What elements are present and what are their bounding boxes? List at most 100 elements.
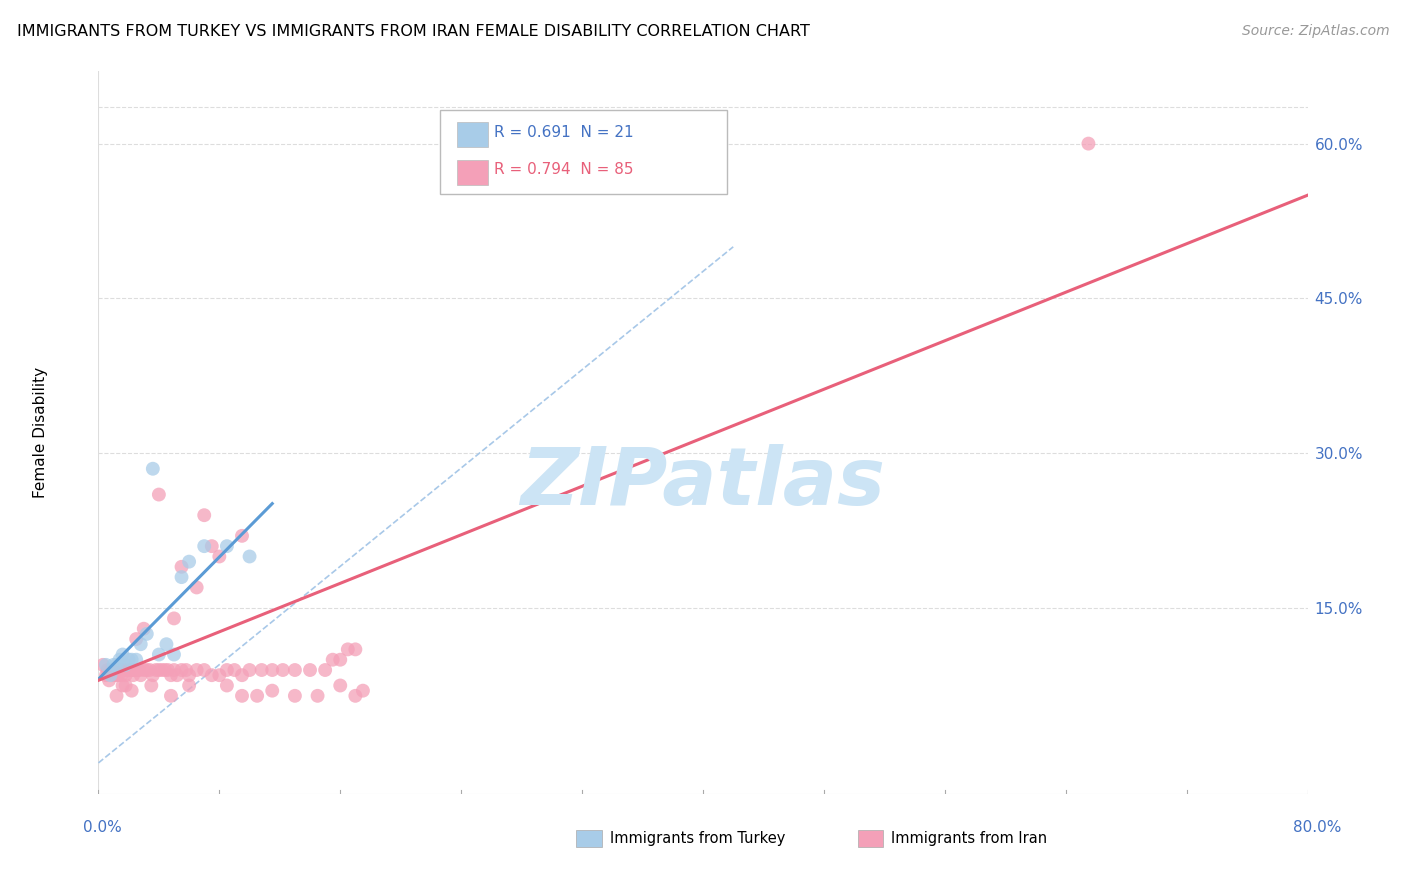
- Point: [186, 663, 208, 677]
- Point: [150, 663, 173, 677]
- Point: [166, 668, 188, 682]
- Text: R = 0.794  N = 85: R = 0.794 N = 85: [494, 162, 633, 177]
- Point: [141, 679, 163, 693]
- Point: [208, 668, 231, 682]
- Point: [344, 642, 367, 657]
- Point: [94, 657, 117, 672]
- Point: [104, 663, 127, 677]
- Point: [160, 668, 183, 682]
- Point: [103, 668, 125, 682]
- Point: [129, 637, 152, 651]
- Text: R = 0.691  N = 21: R = 0.691 N = 21: [494, 126, 633, 140]
- Text: IMMIGRANTS FROM TURKEY VS IMMIGRANTS FROM IRAN FEMALE DISABILITY CORRELATION CHA: IMMIGRANTS FROM TURKEY VS IMMIGRANTS FRO…: [17, 24, 810, 38]
- Point: [127, 663, 149, 677]
- Point: [101, 663, 124, 677]
- Point: [153, 663, 176, 677]
- Point: [148, 648, 170, 662]
- Point: [114, 668, 136, 682]
- Point: [231, 689, 253, 703]
- Point: [262, 663, 284, 677]
- Point: [160, 689, 183, 703]
- Point: [148, 487, 170, 501]
- Point: [122, 668, 145, 682]
- Point: [135, 627, 157, 641]
- Point: [148, 663, 170, 677]
- Point: [105, 668, 128, 682]
- Point: [125, 653, 148, 667]
- Point: [125, 663, 148, 677]
- Point: [193, 539, 215, 553]
- Point: [163, 648, 186, 662]
- Point: [100, 668, 122, 682]
- Point: [121, 653, 143, 667]
- Point: [108, 653, 131, 667]
- Point: [114, 679, 136, 693]
- Point: [201, 668, 224, 682]
- Point: [352, 683, 374, 698]
- Point: [125, 632, 148, 646]
- Point: [174, 663, 197, 677]
- Point: [108, 663, 131, 677]
- Point: [179, 555, 201, 569]
- Point: [215, 539, 238, 553]
- Point: [128, 663, 150, 677]
- Point: [163, 663, 186, 677]
- Point: [262, 683, 284, 698]
- Point: [105, 689, 128, 703]
- Point: [179, 668, 201, 682]
- Point: [156, 663, 179, 677]
- Point: [98, 673, 121, 688]
- Point: [307, 689, 329, 703]
- Point: [111, 679, 134, 693]
- Point: [215, 663, 238, 677]
- Point: [94, 668, 117, 682]
- Point: [129, 668, 152, 682]
- Point: [96, 663, 118, 677]
- Point: [250, 663, 273, 677]
- Point: [201, 539, 224, 553]
- Point: [139, 663, 162, 677]
- Point: [284, 663, 307, 677]
- Point: [118, 663, 141, 677]
- Text: Source: ZipAtlas.com: Source: ZipAtlas.com: [1241, 24, 1389, 38]
- Point: [1077, 136, 1099, 151]
- Point: [132, 663, 155, 677]
- Point: [208, 549, 231, 564]
- Point: [344, 689, 367, 703]
- Point: [193, 508, 215, 523]
- Point: [322, 653, 344, 667]
- Point: [107, 668, 129, 682]
- Point: [111, 663, 134, 677]
- Point: [124, 663, 146, 677]
- Point: [179, 679, 201, 693]
- Point: [314, 663, 336, 677]
- Point: [110, 668, 132, 682]
- Point: [121, 663, 143, 677]
- Point: [170, 663, 193, 677]
- Text: Female Disability: Female Disability: [32, 367, 48, 499]
- Text: 80.0%: 80.0%: [1294, 821, 1341, 835]
- Point: [132, 622, 155, 636]
- Point: [114, 657, 136, 672]
- Point: [142, 462, 165, 476]
- Point: [170, 570, 193, 584]
- Point: [163, 611, 186, 625]
- Point: [170, 559, 193, 574]
- Point: [135, 663, 157, 677]
- Point: [145, 663, 167, 677]
- Point: [239, 549, 262, 564]
- Point: [115, 663, 138, 677]
- Point: [112, 663, 135, 677]
- Point: [231, 668, 253, 682]
- Point: [121, 683, 143, 698]
- Point: [329, 679, 352, 693]
- Point: [103, 657, 125, 672]
- Point: [111, 648, 134, 662]
- Text: Immigrants from Turkey: Immigrants from Turkey: [610, 831, 786, 846]
- Point: [120, 663, 142, 677]
- Point: [100, 663, 122, 677]
- Point: [215, 679, 238, 693]
- Point: [155, 637, 177, 651]
- Point: [239, 663, 262, 677]
- Point: [284, 689, 307, 703]
